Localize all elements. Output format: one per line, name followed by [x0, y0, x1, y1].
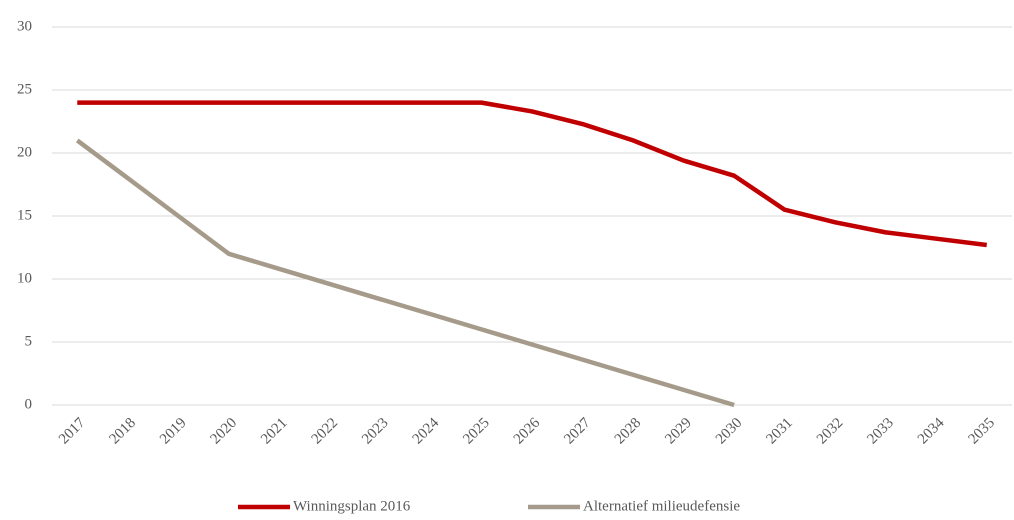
y-tick-label: 15: [17, 207, 32, 223]
y-tick-label: 0: [25, 396, 33, 412]
x-tick-label: 2020: [208, 415, 241, 448]
series-line: [77, 100, 988, 248]
x-tick-label: 2035: [965, 415, 998, 448]
legend-label: Winningsplan 2016: [293, 498, 411, 514]
x-tick-label: 2029: [662, 415, 695, 448]
y-tick-label: 20: [17, 144, 32, 160]
x-tick-label: 2018: [107, 415, 140, 448]
x-tick-label: 2021: [258, 415, 291, 448]
x-tick-label: 2019: [157, 415, 190, 448]
x-tick-label: 2025: [460, 415, 493, 448]
y-tick-label: 30: [17, 18, 32, 34]
x-tick-label: 2028: [612, 415, 645, 448]
x-tick-label: 2030: [713, 415, 746, 448]
x-tick-label: 2017: [56, 415, 89, 448]
x-tick-label: 2022: [309, 415, 342, 448]
x-tick-label: 2026: [511, 415, 544, 448]
x-tick-label: 2024: [410, 415, 443, 448]
x-tick-label: 2027: [561, 415, 594, 448]
y-tick-label: 5: [25, 333, 33, 349]
legend-label: Alternatief milieudefensie: [583, 498, 740, 514]
x-tick-label: 2032: [814, 415, 847, 448]
x-tick-label: 2023: [359, 415, 392, 448]
x-tick-label: 2031: [763, 415, 796, 448]
x-tick-label: 2034: [915, 415, 948, 448]
series-line: [75, 138, 735, 408]
y-tick-label: 25: [17, 81, 32, 97]
x-tick-label: 2033: [864, 415, 897, 448]
y-tick-label: 10: [17, 270, 32, 286]
